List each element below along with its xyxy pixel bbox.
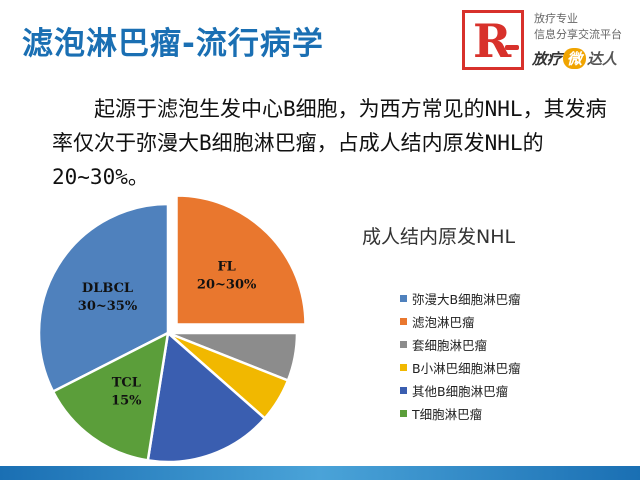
- pie-value-5: 15%: [111, 393, 142, 408]
- logo-letter: R: [473, 14, 512, 68]
- legend-item-3: B小淋巴细胞淋巴瘤: [400, 356, 521, 379]
- legend-label-2: 套细胞淋巴瘤: [412, 338, 488, 353]
- pie-slice-4: [146, 330, 267, 464]
- logo-tagline-1: 放疗专业: [534, 12, 578, 25]
- legend-swatch-5: [400, 410, 407, 417]
- legend-swatch-4: [400, 387, 407, 394]
- pie-slice-1: [175, 194, 307, 326]
- logo-tagline-2: 信息分享交流平台: [534, 28, 622, 41]
- slide-description: 起源于滤泡生发中心B细胞，为西方常见的NHL，其发病率仅次于弥漫大B细胞淋巴瘤，…: [52, 97, 607, 189]
- logo-brand-name: 放疗微达人: [532, 48, 617, 69]
- legend-swatch-2: [400, 341, 407, 348]
- pie-value-1: 20~30%: [197, 277, 257, 292]
- legend-label-3: B小淋巴细胞淋巴瘤: [412, 361, 521, 376]
- pie-label-1: FL: [217, 259, 235, 274]
- legend-item-0: 弥漫大B细胞淋巴瘤: [400, 287, 521, 310]
- slide-title: 滤泡淋巴瘤-流行病学: [22, 26, 324, 62]
- logo-brand-part-b: 微: [563, 48, 587, 69]
- logo-brand-part-a: 放疗: [532, 50, 563, 68]
- pie-slice-0: [37, 202, 170, 394]
- chart-legend: 弥漫大B细胞淋巴瘤 滤泡淋巴瘤套细胞淋巴瘤 B小淋巴细胞淋巴瘤 其他B细胞淋巴瘤 T细胞…: [400, 287, 521, 425]
- logo-r-mark: R: [462, 10, 524, 70]
- pie-label-0: DLBCL: [82, 281, 133, 296]
- logo-dash-shape: [505, 45, 519, 50]
- chart-title: 成人结内原发NHL: [362, 226, 516, 248]
- pie-slice-5: [51, 330, 170, 462]
- brand-logo: R 放疗专业 信息分享交流平台 放疗微达人: [462, 4, 634, 76]
- legend-swatch-0: [400, 295, 407, 302]
- legend-item-1: 滤泡淋巴瘤: [400, 310, 521, 333]
- legend-label-1: 滤泡淋巴瘤: [412, 315, 475, 330]
- legend-label-5: T细胞淋巴瘤: [412, 407, 483, 422]
- legend-item-5: T细胞淋巴瘤: [400, 402, 521, 425]
- legend-label-4: 其他B细胞淋巴瘤: [412, 384, 509, 399]
- legend-label-0: 弥漫大B细胞淋巴瘤: [412, 292, 521, 307]
- legend-item-4: 其他B细胞淋巴瘤: [400, 379, 521, 402]
- logo-brand-part-c: 达人: [587, 50, 618, 68]
- bottom-accent-bar: [0, 466, 640, 480]
- pie-label-5: TCL: [112, 375, 141, 390]
- pie-value-0: 30~35%: [78, 299, 138, 314]
- legend-swatch-3: [400, 364, 407, 371]
- legend-swatch-1: [400, 318, 407, 325]
- legend-item-2: 套细胞淋巴瘤: [400, 333, 521, 356]
